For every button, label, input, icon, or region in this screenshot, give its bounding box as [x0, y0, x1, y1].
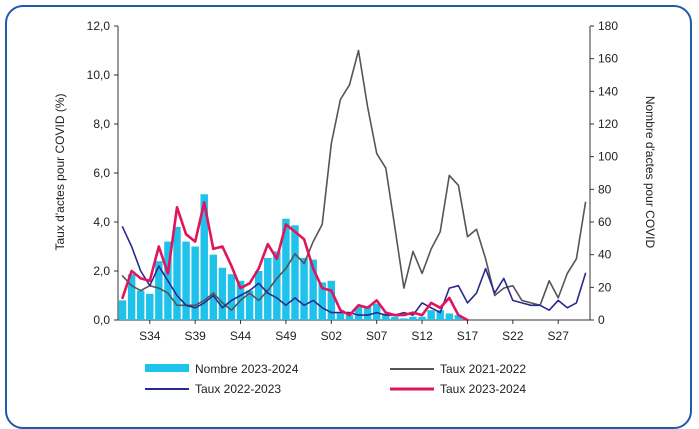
bar — [200, 194, 208, 320]
legend: Nombre 2023-2024 Taux 2021-2022 Taux 2022-… — [145, 362, 526, 396]
y-left-tick-label: 0,0 — [93, 313, 110, 327]
bar — [254, 271, 263, 320]
y-right-tick-label: 160 — [598, 52, 618, 66]
series-line-1 — [121, 49, 587, 312]
x-tick-label: S49 — [275, 329, 297, 343]
bar — [136, 290, 145, 320]
y-left-tick-label: 8,0 — [93, 117, 110, 131]
legend-label: Taux 2022-2023 — [195, 382, 281, 396]
series-line-3 — [121, 201, 469, 322]
bar — [227, 274, 236, 320]
bar — [318, 282, 326, 320]
legend-label: Taux 2021-2022 — [440, 362, 526, 376]
bar — [173, 226, 181, 320]
bar — [300, 257, 308, 320]
x-tick-label: S34 — [139, 329, 161, 343]
bar — [218, 267, 227, 320]
y-left-tick-label: 2,0 — [93, 264, 110, 278]
bar — [391, 316, 399, 320]
bar — [454, 315, 463, 320]
y-left-tick-label: 6,0 — [93, 166, 110, 180]
y-right-tick-label: 0 — [598, 313, 605, 327]
x-tick-label: S27 — [548, 329, 570, 343]
x-tick-label: S44 — [230, 329, 252, 343]
x-tick-label: S07 — [366, 329, 388, 343]
legend-label: Taux 2023-2024 — [440, 382, 526, 396]
bar — [436, 310, 444, 320]
bar — [209, 254, 218, 320]
series-line-2 — [121, 226, 587, 316]
y-right-tick-label: 60 — [598, 215, 612, 229]
bar — [418, 316, 426, 320]
bar — [273, 251, 281, 320]
bar — [245, 290, 254, 320]
bar — [445, 313, 454, 320]
chart-svg: 0,0 2,0 4,0 6,0 8,0 10,0 12,0 0 20 40 60 80 100 120 14… — [53, 19, 657, 396]
y-left-tick-label: 12,0 — [87, 19, 111, 33]
bar — [345, 315, 354, 320]
bar — [400, 318, 408, 320]
bar — [146, 293, 154, 320]
y-right-tick-label: 40 — [598, 248, 612, 262]
y-axis-right-label: Nombre d'actes pour COVID — [643, 96, 657, 249]
bar — [336, 313, 345, 320]
x-tick-label: S22 — [502, 329, 524, 343]
lines-group — [121, 49, 587, 322]
bar — [427, 310, 435, 320]
bar — [382, 313, 390, 320]
bar — [118, 300, 127, 320]
y-axis-left-label: Taux d'actes pour COVID (%) — [53, 93, 67, 250]
bar — [182, 241, 190, 320]
bar — [363, 306, 372, 320]
y-right-tick-label: 180 — [598, 19, 618, 33]
bar — [191, 246, 199, 320]
bar — [127, 274, 136, 320]
x-tick-label: S17 — [457, 329, 479, 343]
x-tick-label: S12 — [411, 329, 433, 343]
legend-label: Nombre 2023-2024 — [195, 362, 299, 376]
y-right-tick-label: 80 — [598, 182, 612, 196]
x-tick-label: S02 — [321, 329, 343, 343]
chart-frame — [5, 5, 692, 429]
legend-swatch-bar — [145, 364, 189, 372]
bar — [409, 316, 417, 320]
bar — [309, 259, 317, 320]
bar — [354, 306, 363, 320]
x-tick-label: S39 — [184, 329, 206, 343]
bar — [327, 280, 336, 320]
bar — [264, 257, 272, 320]
y-right-tick-label: 100 — [598, 150, 618, 164]
bar — [291, 225, 299, 320]
y-right-tick-label: 20 — [598, 280, 612, 294]
y-right-tick-label: 120 — [598, 117, 618, 131]
y-left-tick-label: 4,0 — [93, 215, 110, 229]
y-left-tick-label: 10,0 — [87, 68, 111, 82]
bar — [155, 261, 163, 320]
y-right-tick-label: 140 — [598, 84, 618, 98]
